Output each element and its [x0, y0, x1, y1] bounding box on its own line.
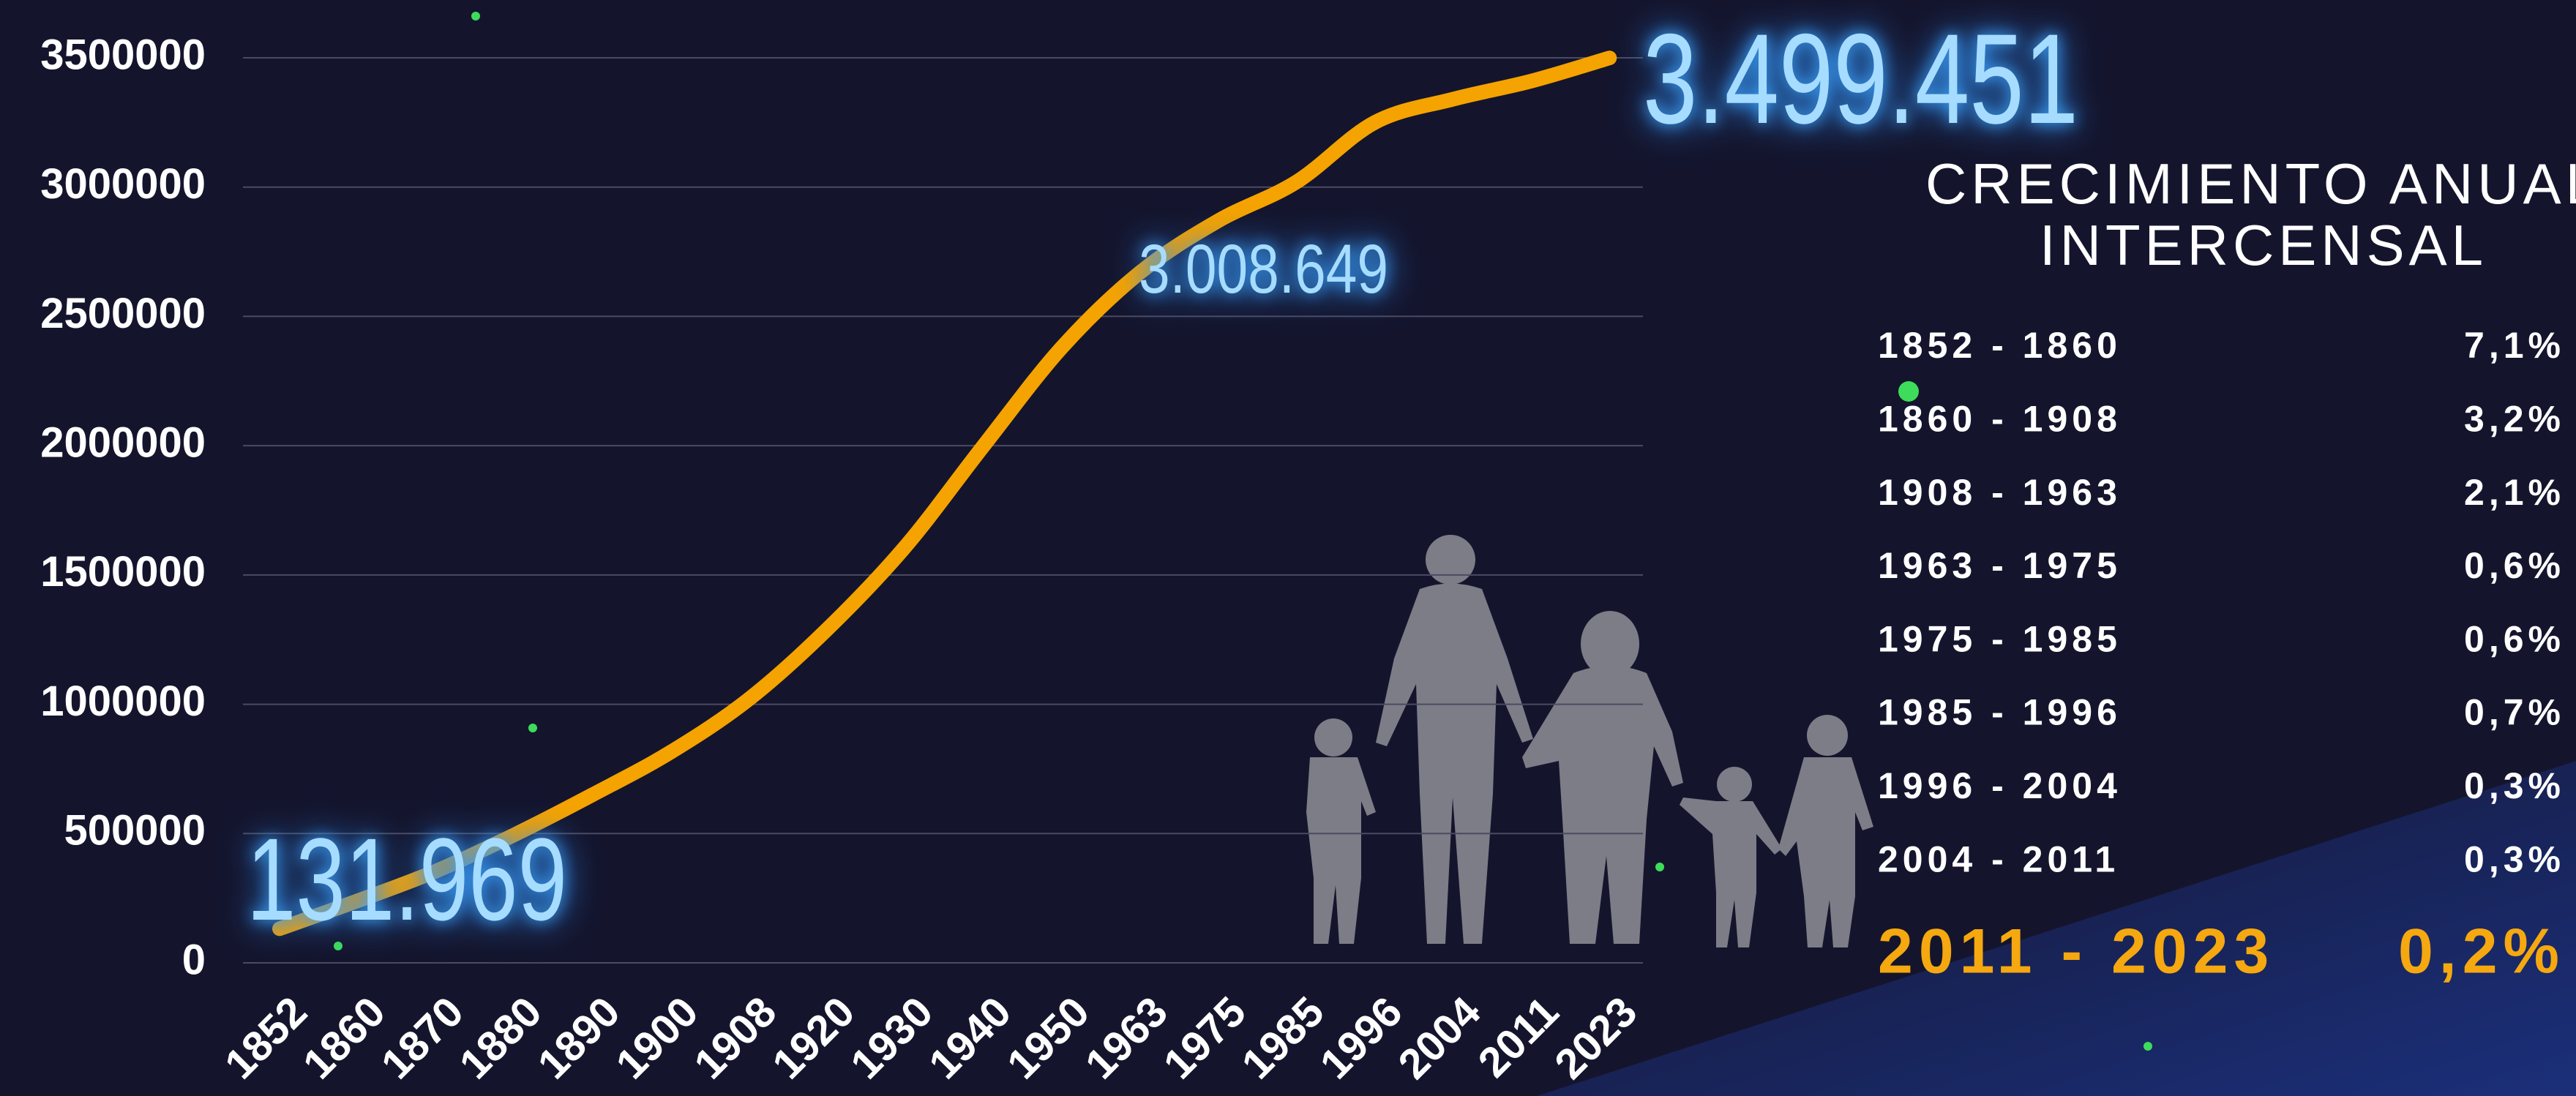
period: 1996 - 2004	[1878, 765, 2122, 806]
y-tick-label: 1000000	[40, 678, 206, 725]
y-tick-label: 3500000	[40, 31, 206, 78]
growth-rate: 3,2%	[2464, 399, 2565, 440]
period: 1985 - 1996	[1878, 692, 2122, 733]
y-tick-label: 1500000	[40, 548, 206, 596]
annotation: 3.008.649	[1139, 230, 1388, 308]
growth-rate: 0,3%	[2464, 765, 2565, 806]
background-accent	[1537, 761, 2576, 1096]
y-tick-label: 0	[182, 936, 206, 983]
y-tick-label: 2500000	[40, 290, 206, 337]
growth-rate: 0,6%	[2464, 545, 2565, 586]
stars	[334, 12, 2152, 1051]
growth-rate: 0,6%	[2464, 618, 2565, 659]
growth-rate-highlight: 0,2%	[2398, 917, 2565, 987]
line	[272, 50, 1617, 937]
period: 2004 - 2011	[1878, 838, 2119, 879]
table-title: INTERCENSAL	[2040, 213, 2487, 277]
period: 1852 - 1860	[1878, 325, 2122, 366]
growth-rate: 7,1%	[2464, 325, 2565, 366]
family-silhouette	[1306, 535, 1873, 947]
annotation: 131.969	[247, 814, 567, 945]
annotation: 3.499.451	[1643, 8, 2078, 151]
table-title: CRECIMIENTO ANUAL	[1925, 151, 2576, 216]
period: 1963 - 1975	[1878, 545, 2122, 586]
growth-rate: 0,7%	[2464, 692, 2565, 733]
growth-rate: 0,3%	[2464, 838, 2565, 879]
period: 1908 - 1963	[1878, 472, 2122, 513]
y-tick-label: 3000000	[40, 160, 206, 208]
growth-rate: 2,1%	[2464, 472, 2565, 513]
period: 1975 - 1985	[1878, 618, 2122, 659]
grid	[243, 57, 1643, 964]
period: 1860 - 1908	[1878, 399, 2122, 440]
period-highlight: 2011 - 2023	[1878, 917, 2274, 987]
y-tick-label: 500000	[64, 807, 206, 855]
y-tick-label: 2000000	[40, 418, 206, 466]
